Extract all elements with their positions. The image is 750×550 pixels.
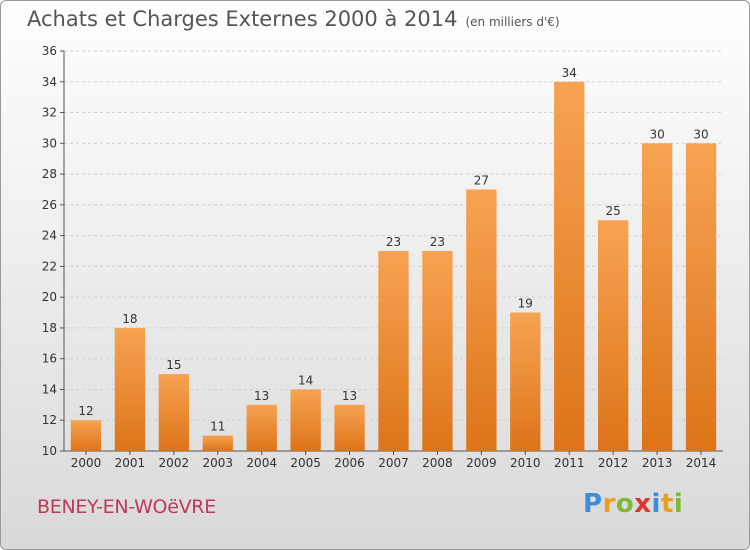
y-tick-label: 36 xyxy=(42,44,57,58)
chart-title: Achats et Charges Externes 2000 à 2014 (e… xyxy=(27,7,560,31)
labels: 10 12 14 16 18 20 22 24 26 28 30 32 34 36 12 2000 18 2001… xyxy=(42,44,717,470)
logo-letter: P xyxy=(583,489,603,519)
value-label: 18 xyxy=(122,312,137,326)
x-tick-label: 2002 xyxy=(159,456,190,470)
y-tick-label: 34 xyxy=(42,75,57,89)
logo-letter: t xyxy=(660,489,674,519)
y-tick-label: 30 xyxy=(42,136,57,150)
logo-letter: i xyxy=(651,489,661,519)
y-tick-label: 14 xyxy=(42,382,57,396)
proxiti-logo: Proxiti xyxy=(583,489,683,519)
y-tick-label: 28 xyxy=(42,167,57,181)
value-label: 15 xyxy=(166,358,181,372)
logo-letter: r xyxy=(602,489,616,519)
value-label: 30 xyxy=(693,127,708,141)
y-tick-label: 32 xyxy=(42,106,57,120)
bar-2003 xyxy=(202,435,233,451)
chart-unit: (en milliers d'€) xyxy=(465,15,560,29)
y-tick-label: 10 xyxy=(42,444,57,458)
bars xyxy=(70,81,717,452)
logo-letter: x xyxy=(634,489,652,519)
value-label: 13 xyxy=(254,389,269,403)
place-name: BENEY-EN-WOëVRE xyxy=(37,496,216,518)
y-tick-label: 26 xyxy=(42,198,57,212)
x-tick-label: 2012 xyxy=(598,456,629,470)
bar-2008 xyxy=(422,251,453,451)
bar-2012 xyxy=(598,220,629,451)
y-tick-label: 12 xyxy=(42,413,57,427)
y-tick-label: 18 xyxy=(42,321,57,335)
x-tick-label: 2014 xyxy=(686,456,717,470)
bar-2006 xyxy=(334,404,365,451)
bar-2009 xyxy=(466,189,497,451)
value-label: 13 xyxy=(342,389,357,403)
value-label: 30 xyxy=(649,127,664,141)
x-tick-label: 2005 xyxy=(290,456,321,470)
bar-2001 xyxy=(114,327,146,451)
x-tick-label: 2007 xyxy=(378,456,409,470)
value-label: 23 xyxy=(386,235,401,249)
bar-2004 xyxy=(246,404,277,451)
x-tick-label: 2009 xyxy=(466,456,497,470)
value-label: 25 xyxy=(606,204,621,218)
x-tick-label: 2001 xyxy=(115,456,146,470)
y-tick-label: 20 xyxy=(42,290,57,304)
logo-letter: o xyxy=(615,489,635,519)
y-tick-label: 22 xyxy=(42,259,57,273)
value-label: 23 xyxy=(430,235,445,249)
value-label: 34 xyxy=(562,66,577,80)
bar-2000 xyxy=(70,420,102,451)
x-tick-label: 2006 xyxy=(334,456,365,470)
value-label: 14 xyxy=(298,373,313,387)
value-label: 12 xyxy=(78,404,93,418)
value-label: 11 xyxy=(210,420,225,434)
x-tick-label: 2008 xyxy=(422,456,453,470)
bar-2011 xyxy=(554,81,585,452)
x-tick-label: 2013 xyxy=(642,456,673,470)
value-label: 19 xyxy=(518,297,533,311)
bar-2002 xyxy=(158,374,189,451)
x-tick-label: 2003 xyxy=(202,456,233,470)
x-tick-label: 2011 xyxy=(554,456,585,470)
x-tick-label: 2000 xyxy=(71,456,102,470)
x-tick-label: 2004 xyxy=(246,456,277,470)
bar-2013 xyxy=(641,143,673,452)
x-tick-label: 2010 xyxy=(510,456,541,470)
y-tick-label: 24 xyxy=(42,229,57,243)
y-tick-label: 16 xyxy=(42,352,57,366)
bar-2014 xyxy=(685,143,717,452)
bar-2007 xyxy=(378,251,409,451)
chart-title-text: Achats et Charges Externes 2000 à 2014 xyxy=(27,7,458,31)
bar-2005 xyxy=(290,389,321,451)
logo-letter: i xyxy=(673,489,684,519)
bar-2010 xyxy=(510,312,541,451)
value-label: 27 xyxy=(474,173,489,187)
